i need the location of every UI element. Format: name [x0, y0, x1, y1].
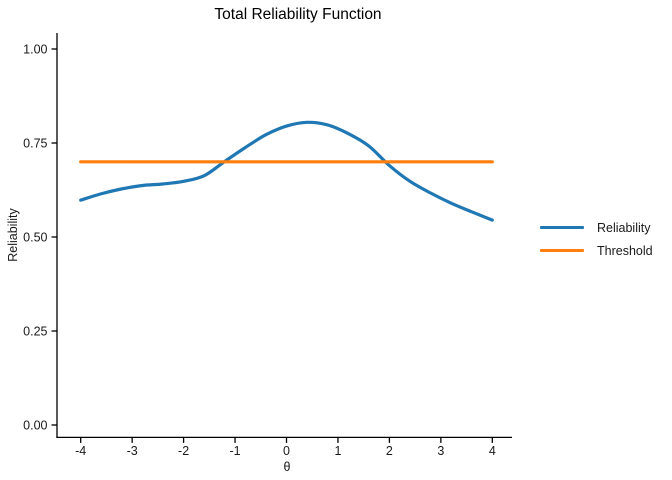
legend-line-reliability-icon [540, 225, 584, 230]
legend: Reliability Threshold [540, 216, 653, 262]
y-tick-label: 0.75 [23, 136, 47, 150]
legend-label-threshold: Threshold [597, 243, 653, 258]
x-tick-label: -1 [229, 444, 240, 458]
x-tick-label: 0 [283, 444, 290, 458]
x-tick-label: 2 [386, 444, 393, 458]
y-tick-label: 1.00 [23, 42, 47, 56]
x-tick-label: -3 [127, 444, 138, 458]
x-axis-title: θ [283, 460, 291, 474]
x-tick-label: 1 [334, 444, 341, 458]
y-axis-title: Reliability [6, 208, 20, 262]
legend-item-threshold: Threshold [540, 239, 653, 262]
x-tick-label: -4 [75, 444, 86, 458]
legend-item-reliability: Reliability [540, 216, 653, 239]
x-tick-label: 3 [437, 444, 444, 458]
chart-title: Total Reliability Function [214, 6, 382, 23]
legend-label-reliability: Reliability [597, 220, 651, 235]
legend-line-threshold-icon [540, 248, 584, 253]
y-tick-label: 0.00 [23, 418, 47, 432]
y-tick-label: 0.50 [23, 230, 47, 244]
x-tick-label: 4 [489, 444, 496, 458]
y-tick-label: 0.25 [23, 324, 47, 338]
x-tick-label: -2 [178, 444, 189, 458]
series-line-reliability [79, 120, 494, 222]
